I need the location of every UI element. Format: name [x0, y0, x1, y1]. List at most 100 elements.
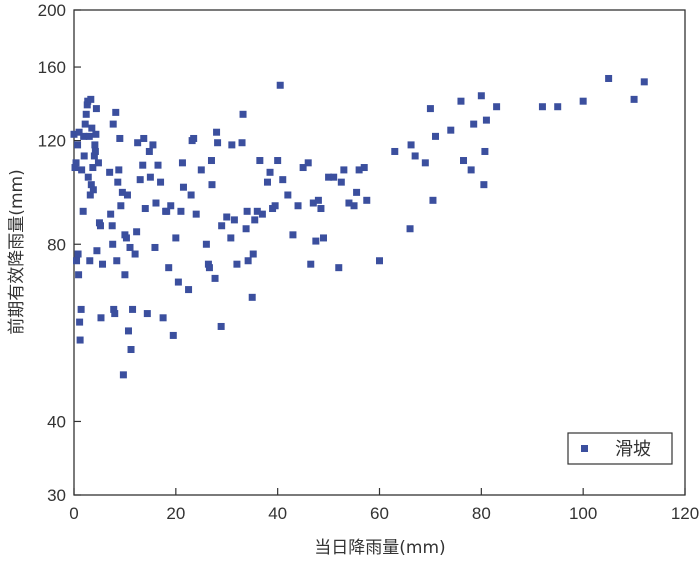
data-point	[82, 110, 90, 118]
data-point	[80, 132, 88, 140]
y-tick-label: 80	[47, 235, 66, 254]
data-point	[91, 147, 99, 155]
x-tick-label: 80	[472, 504, 491, 523]
data-point	[202, 240, 210, 248]
data-point	[304, 159, 312, 167]
data-point	[605, 74, 613, 82]
data-point	[317, 205, 325, 213]
data-point	[406, 225, 414, 233]
data-point	[350, 202, 358, 210]
data-point	[429, 196, 437, 204]
data-point	[214, 139, 222, 147]
data-point	[426, 105, 434, 113]
data-point	[124, 327, 132, 335]
data-point	[74, 250, 82, 258]
data-point	[480, 181, 488, 189]
data-point	[131, 250, 139, 258]
data-point	[92, 105, 100, 113]
data-point	[248, 293, 256, 301]
data-point	[75, 128, 83, 136]
data-point	[121, 271, 129, 279]
x-axis-label: 当日降雨量(mm)	[314, 538, 445, 558]
data-point	[244, 257, 252, 265]
x-tick-label: 60	[370, 504, 389, 523]
data-point	[110, 305, 118, 313]
data-point	[345, 199, 353, 207]
data-point	[312, 237, 320, 245]
data-point	[111, 310, 119, 318]
data-point	[411, 152, 419, 160]
data-point	[151, 243, 159, 251]
x-tick-label: 40	[268, 504, 287, 523]
data-point	[89, 186, 97, 194]
data-point	[630, 95, 638, 103]
data-point	[96, 222, 104, 230]
data-point	[136, 176, 144, 184]
data-point	[91, 141, 99, 149]
data-point	[84, 173, 92, 181]
data-point	[108, 222, 116, 230]
data-point	[85, 132, 93, 140]
data-point	[107, 210, 115, 218]
data-point	[167, 202, 175, 210]
data-point	[309, 199, 317, 207]
data-point	[477, 92, 485, 100]
data-point	[363, 196, 371, 204]
data-point	[146, 173, 154, 181]
data-point	[340, 166, 348, 174]
data-point	[109, 120, 117, 128]
data-point	[134, 139, 142, 147]
data-point	[256, 157, 264, 165]
data-point	[87, 95, 95, 103]
x-tick-label: 0	[69, 504, 78, 523]
data-point	[169, 331, 177, 339]
y-tick-label: 120	[38, 132, 66, 151]
data-point	[289, 231, 297, 239]
data-point	[90, 152, 98, 160]
data-point	[294, 202, 302, 210]
data-point	[211, 274, 219, 282]
data-point	[251, 216, 259, 224]
y-tick-label: 30	[47, 486, 66, 505]
data-point	[263, 178, 271, 186]
data-point	[353, 188, 361, 196]
y-tick-label: 200	[38, 1, 66, 20]
data-point	[190, 134, 198, 142]
data-point	[335, 264, 343, 272]
data-point	[87, 181, 95, 189]
data-point	[274, 157, 282, 165]
data-point	[391, 147, 399, 155]
data-point	[360, 164, 368, 172]
data-point	[72, 159, 80, 167]
data-point	[482, 116, 490, 124]
data-point	[319, 234, 327, 242]
x-tick-label: 20	[166, 504, 185, 523]
data-point	[242, 225, 250, 233]
data-point	[249, 250, 257, 258]
x-tick-label: 120	[671, 504, 699, 523]
data-point	[227, 234, 235, 242]
data-point	[113, 257, 121, 265]
data-point	[76, 336, 84, 344]
data-point	[330, 173, 338, 181]
data-point	[457, 97, 465, 105]
data-point	[554, 103, 562, 111]
data-point	[114, 178, 122, 186]
data-point	[217, 322, 225, 330]
legend-label: 滑坡	[615, 439, 651, 460]
data-point	[481, 147, 489, 155]
data-point	[92, 130, 100, 138]
data-point	[325, 173, 333, 181]
data-point	[178, 159, 186, 167]
data-point	[266, 168, 274, 176]
data-point	[239, 110, 247, 118]
data-point	[74, 141, 82, 149]
data-point	[163, 207, 171, 215]
data-point	[83, 101, 91, 109]
data-point	[299, 164, 307, 172]
data-point	[165, 264, 173, 272]
data-point	[467, 166, 475, 174]
data-point	[258, 210, 266, 218]
data-point	[279, 176, 287, 184]
